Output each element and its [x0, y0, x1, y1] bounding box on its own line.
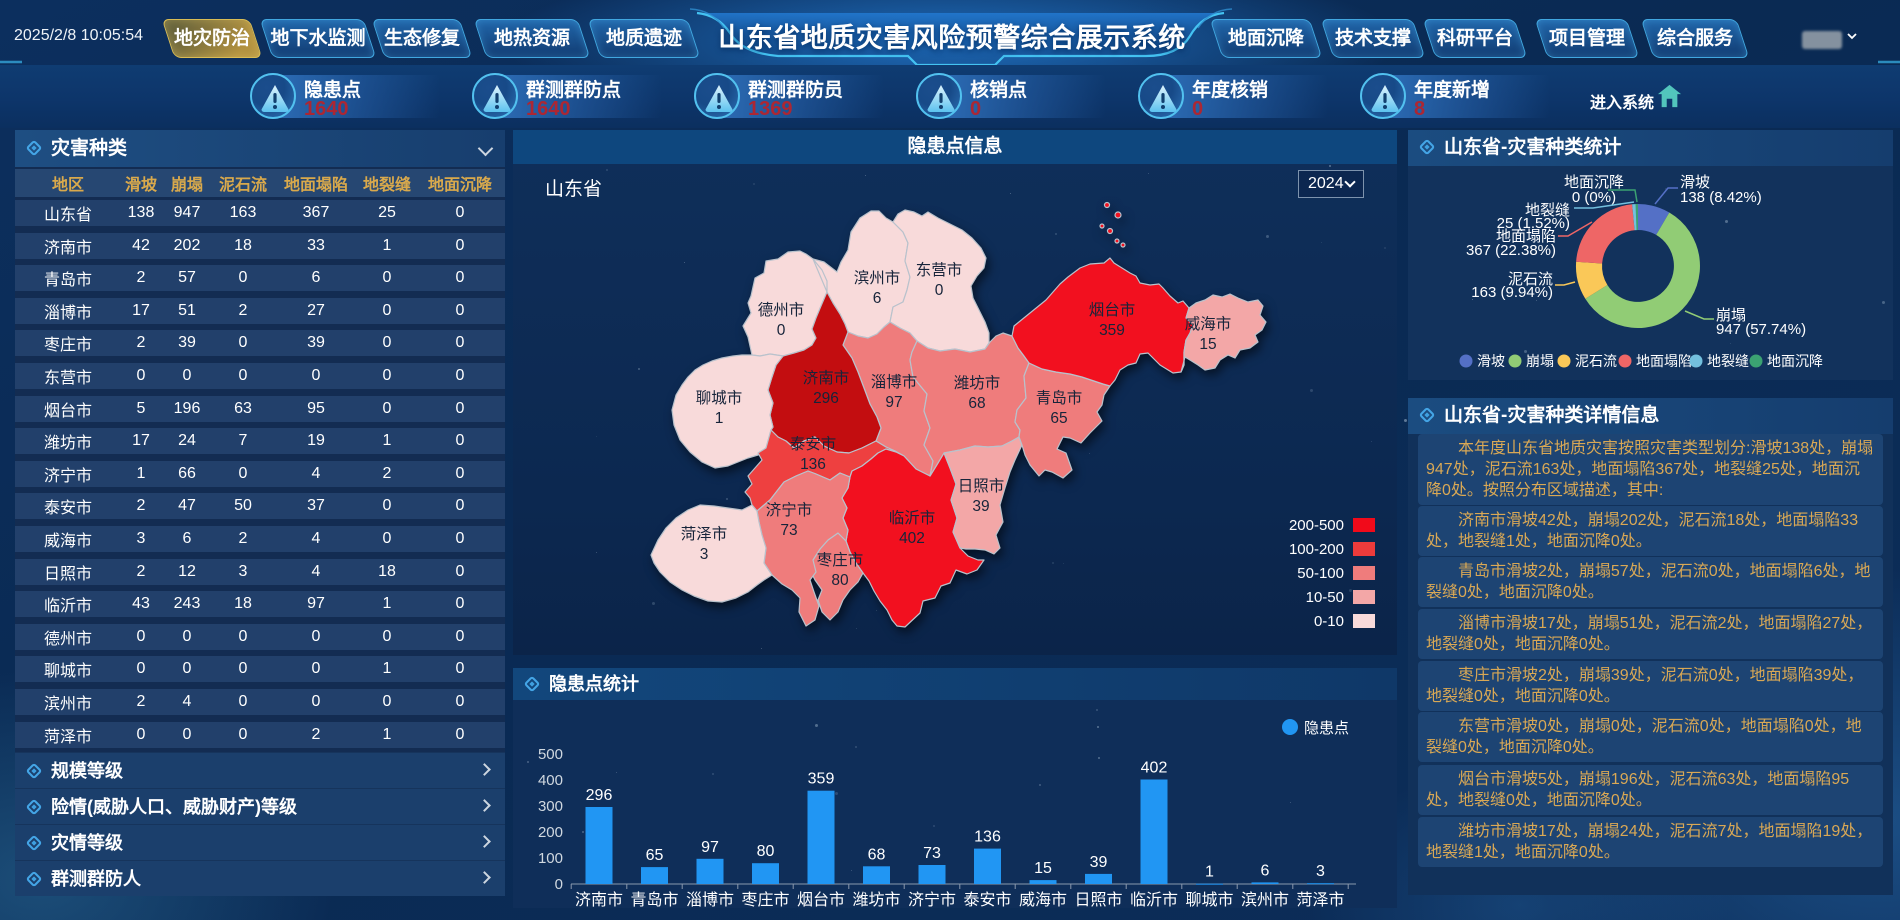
- svg-text:地面沉降: 地面沉降: [1564, 174, 1624, 191]
- svg-text:73: 73: [923, 845, 941, 862]
- svg-text:0 (0%): 0 (0%): [1572, 189, 1616, 206]
- svg-text:296: 296: [813, 390, 839, 407]
- svg-text:聊城市: 聊城市: [696, 389, 743, 407]
- svg-text:泥石流: 泥石流: [1508, 271, 1553, 288]
- svg-text:25 (1.52%): 25 (1.52%): [1497, 215, 1570, 232]
- svg-text:地面塌陷: 地面塌陷: [1636, 353, 1692, 369]
- svg-text:济宁市: 济宁市: [908, 891, 956, 908]
- svg-text:97: 97: [885, 394, 902, 411]
- svg-text:359: 359: [1099, 322, 1125, 339]
- svg-text:0: 0: [777, 322, 786, 339]
- svg-text:0: 0: [935, 282, 944, 299]
- svg-text:1: 1: [1205, 864, 1214, 881]
- svg-text:402: 402: [1141, 760, 1168, 777]
- svg-text:300: 300: [538, 798, 563, 815]
- svg-text:枣庄市: 枣庄市: [741, 891, 789, 908]
- svg-text:947 (57.74%): 947 (57.74%): [1716, 321, 1806, 338]
- svg-text:39: 39: [972, 498, 989, 515]
- svg-text:68: 68: [968, 395, 985, 412]
- svg-text:菏泽市: 菏泽市: [1296, 891, 1344, 908]
- svg-text:威海市: 威海市: [1019, 891, 1067, 908]
- svg-text:青岛市: 青岛市: [1036, 389, 1083, 407]
- svg-text:359: 359: [808, 771, 835, 788]
- svg-text:淄博市: 淄博市: [871, 373, 918, 391]
- svg-text:0: 0: [555, 876, 563, 893]
- svg-text:296: 296: [586, 787, 613, 804]
- svg-text:80: 80: [757, 843, 775, 860]
- svg-text:滑坡: 滑坡: [1477, 353, 1505, 369]
- svg-text:136: 136: [800, 456, 826, 473]
- svg-text:威海市: 威海市: [1185, 315, 1232, 333]
- svg-text:地裂缝: 地裂缝: [1707, 353, 1749, 369]
- svg-text:65: 65: [1050, 410, 1067, 427]
- svg-text:地面塌陷: 地面塌陷: [1496, 228, 1556, 245]
- svg-text:100: 100: [538, 850, 563, 867]
- svg-text:3: 3: [1316, 863, 1325, 880]
- svg-text:德州市: 德州市: [758, 301, 805, 319]
- svg-text:地裂缝: 地裂缝: [1525, 202, 1570, 219]
- svg-text:402: 402: [899, 530, 925, 547]
- svg-text:163 (9.94%): 163 (9.94%): [1471, 284, 1553, 301]
- svg-text:临沂市: 临沂市: [889, 509, 936, 527]
- svg-text:6: 6: [873, 290, 882, 307]
- svg-text:滑坡: 滑坡: [1680, 174, 1710, 191]
- svg-text:潍坊市: 潍坊市: [954, 374, 1001, 392]
- svg-text:烟台市: 烟台市: [797, 891, 845, 908]
- svg-text:138 (8.42%): 138 (8.42%): [1680, 189, 1762, 206]
- svg-text:地面沉降: 地面沉降: [1767, 353, 1823, 369]
- svg-text:东营市: 东营市: [916, 261, 963, 279]
- svg-text:滨州市: 滨州市: [854, 269, 901, 287]
- svg-text:400: 400: [538, 772, 563, 789]
- svg-text:68: 68: [868, 846, 886, 863]
- svg-text:临沂市: 临沂市: [1130, 891, 1178, 908]
- svg-text:500: 500: [538, 746, 563, 763]
- svg-text:崩塌: 崩塌: [1716, 307, 1746, 324]
- svg-text:菏泽市: 菏泽市: [681, 525, 728, 543]
- svg-text:97: 97: [701, 839, 719, 856]
- svg-text:39: 39: [1090, 854, 1108, 871]
- svg-text:济南市: 济南市: [575, 891, 623, 908]
- svg-text:3: 3: [700, 546, 709, 563]
- svg-text:367 (22.38%): 367 (22.38%): [1466, 242, 1556, 259]
- svg-text:1: 1: [715, 410, 724, 427]
- svg-text:滨州市: 滨州市: [1241, 891, 1289, 908]
- svg-text:泰安市: 泰安市: [790, 435, 837, 453]
- svg-text:80: 80: [831, 572, 849, 589]
- svg-text:青岛市: 青岛市: [630, 891, 678, 908]
- svg-text:隐患点: 隐患点: [1304, 720, 1349, 737]
- svg-text:泰安市: 泰安市: [963, 891, 1011, 908]
- svg-text:136: 136: [974, 829, 1001, 846]
- svg-text:泥石流: 泥石流: [1575, 353, 1617, 369]
- svg-text:崩塌: 崩塌: [1526, 353, 1554, 369]
- svg-text:6: 6: [1261, 862, 1270, 879]
- svg-text:济宁市: 济宁市: [766, 501, 813, 519]
- svg-text:日照市: 日照市: [1074, 891, 1122, 908]
- svg-text:73: 73: [780, 522, 797, 539]
- svg-text:200: 200: [538, 824, 563, 841]
- svg-text:65: 65: [646, 847, 664, 864]
- svg-text:15: 15: [1199, 336, 1216, 353]
- svg-text:15: 15: [1034, 860, 1052, 877]
- svg-text:烟台市: 烟台市: [1089, 301, 1136, 319]
- svg-text:潍坊市: 潍坊市: [852, 891, 900, 908]
- svg-text:聊城市: 聊城市: [1185, 891, 1233, 908]
- svg-text:淄博市: 淄博市: [686, 891, 734, 908]
- svg-text:枣庄市: 枣庄市: [817, 551, 864, 569]
- svg-text:济南市: 济南市: [803, 369, 850, 387]
- svg-text:日照市: 日照市: [958, 477, 1005, 495]
